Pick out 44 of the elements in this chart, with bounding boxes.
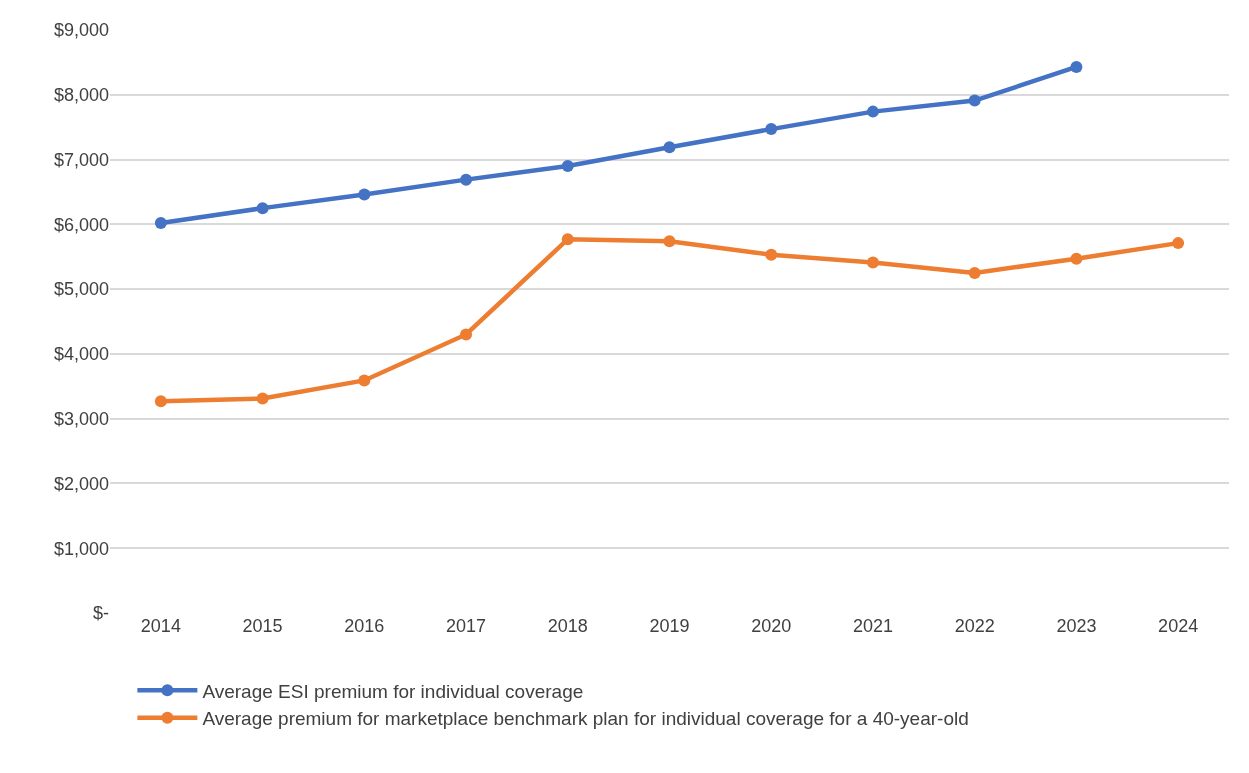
y-tick-label: $8,000: [53, 85, 109, 106]
x-tick-label: 2023: [1056, 616, 1097, 636]
y-tick-label: $3,000: [53, 408, 109, 429]
point: [561, 160, 574, 173]
x-tick-label: 2024: [1158, 616, 1199, 636]
legend-label: Average ESI premium for individual coverage: [202, 680, 584, 702]
point: [1172, 237, 1185, 250]
x-tick-label: 2022: [954, 616, 995, 636]
point: [460, 328, 473, 341]
point: [968, 94, 981, 107]
point: [866, 256, 879, 269]
point: [866, 105, 879, 118]
y-tick-label: $6,000: [53, 214, 109, 235]
y-tick-label: $5,000: [53, 279, 109, 300]
point: [765, 248, 778, 261]
point: [663, 235, 676, 248]
legend-label: Average premium for marketplace benchmark plan for individual coverage for a 40-year-old: [202, 708, 969, 730]
point: [561, 233, 574, 246]
point: [358, 374, 371, 387]
x-tick-label: 2019: [649, 616, 690, 636]
x-tick-label: 2014: [140, 616, 181, 636]
y-tick-label: $-: [92, 603, 109, 624]
y-tick-label: $1,000: [53, 538, 109, 559]
point: [1070, 60, 1083, 73]
point: [154, 395, 167, 408]
point: [460, 173, 473, 186]
x-tick-label: 2016: [344, 616, 385, 636]
point: [358, 188, 371, 201]
point: [256, 392, 269, 405]
x-tick-label: 2017: [446, 616, 487, 636]
y-tick-label: $4,000: [53, 344, 109, 365]
x-tick-label: 2018: [547, 616, 588, 636]
x-tick-label: 2015: [242, 616, 283, 636]
point: [765, 123, 778, 136]
point: [1070, 252, 1083, 265]
y-tick-label: $9,000: [53, 20, 109, 41]
point: [256, 202, 269, 215]
point: [663, 141, 676, 154]
y-tick-label: $2,000: [53, 473, 109, 494]
point: [968, 266, 981, 279]
x-tick-label: 2020: [751, 616, 792, 636]
y-tick-label: $7,000: [53, 149, 109, 170]
point: [154, 217, 167, 230]
x-tick-label: 2021: [852, 616, 893, 636]
